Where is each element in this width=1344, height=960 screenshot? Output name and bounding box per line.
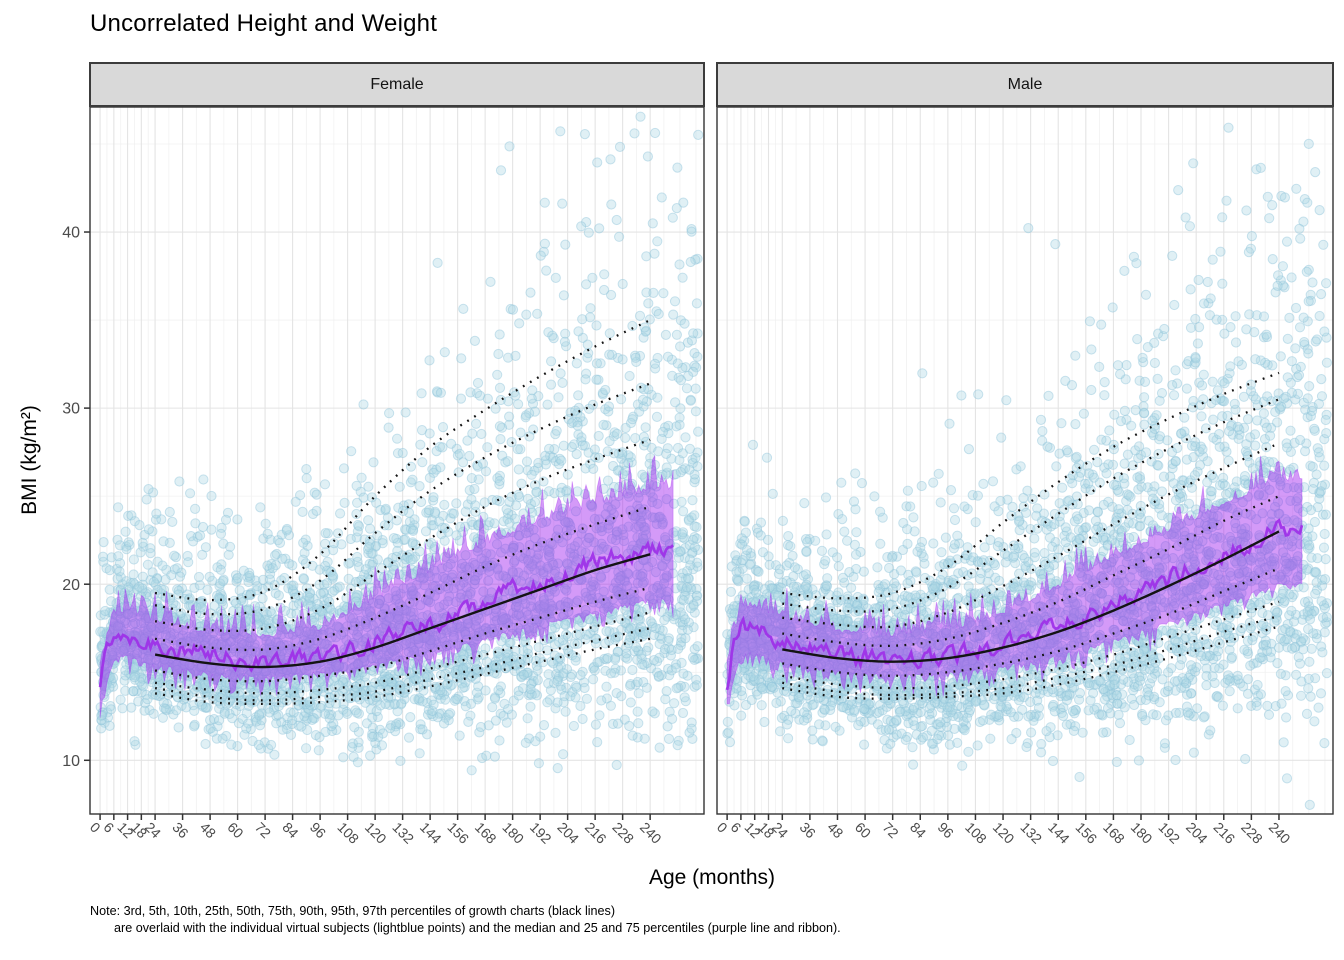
percentile-dotted-p10 [782, 600, 1280, 690]
percentile-dotted-p10 [154, 611, 651, 695]
x-tick-label: 216 [582, 819, 610, 847]
x-tick-label: 48 [197, 819, 219, 841]
growth-percentile-lines-female [154, 319, 651, 706]
x-tick-label: 6 [101, 819, 118, 836]
facet-label-female: Female [370, 75, 424, 93]
facet-strip-male: Male [716, 62, 1334, 107]
x-tick-label: 180 [1128, 819, 1156, 847]
y-tick-label: 40 [62, 225, 80, 242]
chart-title: Uncorrelated Height and Weight [90, 10, 438, 37]
x-tick-label: 216 [1211, 819, 1239, 847]
x-tick-label: 156 [444, 819, 472, 847]
facet-strip-female: Female [89, 62, 705, 107]
percentile-dotted-p3 [154, 637, 651, 706]
percentile-dotted-p90 [154, 438, 651, 633]
subject-iqr-ribbon-female [99, 454, 674, 719]
x-tick-label: 0 [87, 819, 104, 836]
x-tick-label: 24 [769, 819, 791, 841]
panel-border [89, 106, 705, 815]
percentile-median-solid [782, 530, 1280, 663]
x-tick-label: 108 [334, 819, 362, 847]
x-tick-label: 156 [1073, 819, 1101, 847]
scatter-points-male [722, 122, 1333, 811]
percentile-dotted-p5 [154, 627, 651, 702]
x-tick-label: 228 [1238, 819, 1266, 847]
panel-male [717, 107, 1333, 814]
x-tick-label: 144 [1045, 819, 1073, 847]
percentile-dotted-p5 [782, 614, 1280, 697]
x-tick-label: 6 [728, 819, 745, 836]
x-tick-label: 144 [417, 819, 445, 847]
percentile-dotted-p90 [782, 442, 1280, 629]
gridlines-major [90, 107, 704, 814]
x-tick-label: 48 [824, 819, 846, 841]
note-line-2: are overlaid with the individual virtual… [114, 921, 841, 935]
x-tick-label: 60 [224, 819, 246, 841]
y-tick-label: 30 [62, 401, 80, 418]
x-tick-label: 168 [1100, 819, 1128, 847]
percentile-dotted-p75 [154, 505, 651, 652]
panel-female [90, 107, 704, 814]
caption-note: Note: 3rd, 5th, 10th, 25th, 50th, 75th, … [90, 903, 841, 937]
gridlines-minor [717, 107, 1333, 814]
subject-median-line-female [98, 539, 674, 688]
x-tick-label: 72 [252, 819, 274, 841]
y-tick-label: 10 [62, 753, 80, 770]
x-tick-label: 192 [527, 819, 555, 847]
subject-median-line-male [725, 518, 1304, 691]
note-line-1: Note: 3rd, 5th, 10th, 25th, 50th, 75th, … [90, 904, 616, 918]
x-tick-label: 240 [637, 819, 665, 847]
x-tick-label: 240 [1266, 819, 1294, 847]
scatter-points-female [95, 111, 704, 776]
x-tick-label: 204 [1183, 819, 1211, 847]
x-tick-label: 120 [990, 819, 1018, 847]
gridlines-minor [90, 107, 704, 814]
x-tick-label: 60 [852, 819, 874, 841]
x-tick-label: 0 [714, 819, 731, 836]
x-tick-label: 108 [962, 819, 990, 847]
percentile-dotted-p25 [154, 586, 651, 683]
y-axis: 10 20 30 40 [62, 225, 90, 770]
percentile-dotted-p25 [782, 567, 1280, 677]
percentile-dotted-p95 [154, 382, 651, 616]
x-tick-label: 84 [907, 819, 929, 841]
percentile-median-solid [154, 553, 651, 669]
x-tick-label: 96 [935, 819, 957, 841]
percentile-dotted-p97 [154, 319, 651, 602]
x-tick-label: 132 [389, 819, 417, 847]
panel-border [716, 106, 1334, 815]
x-tick-label: 36 [169, 819, 191, 841]
y-axis-title: BMI (kg/m²) [18, 405, 41, 515]
gridlines-major [717, 107, 1333, 814]
x-tick-label: 84 [279, 819, 301, 841]
x-tick-label: 36 [797, 819, 819, 841]
x-tick-label: 96 [307, 819, 329, 841]
x-tick-label: 72 [879, 819, 901, 841]
percentile-dotted-p3 [782, 625, 1280, 700]
x-tick-label: 132 [1017, 819, 1045, 847]
x-tick-label: 24 [142, 819, 164, 841]
x-tick-label: 180 [499, 819, 527, 847]
growth-percentile-lines-male [782, 371, 1280, 700]
x-tick-label: 204 [554, 819, 582, 847]
x-tick-label: 168 [472, 819, 500, 847]
x-tick-label: 228 [609, 819, 637, 847]
x-tick-label: 120 [362, 819, 390, 847]
subject-iqr-ribbon-male [726, 455, 1303, 705]
y-tick-label: 20 [62, 577, 80, 594]
x-tick-label: 192 [1155, 819, 1183, 847]
facet-label-male: Male [1007, 75, 1043, 93]
percentile-dotted-p75 [782, 495, 1280, 648]
x-axis-title: Age (months) [648, 866, 776, 889]
